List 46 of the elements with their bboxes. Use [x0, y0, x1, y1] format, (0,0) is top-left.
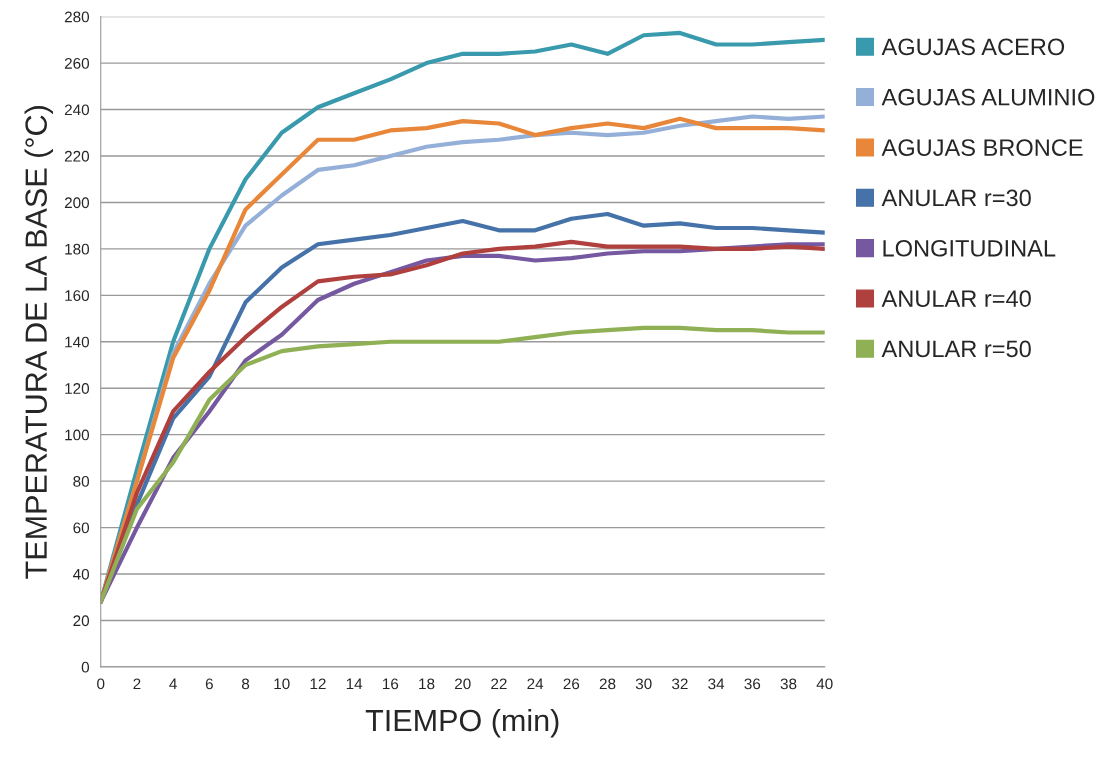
- y-tick-label: 0: [81, 661, 90, 673]
- x-tick-label: 22: [491, 678, 507, 690]
- y-tick-label: 40: [72, 568, 90, 580]
- x-tick-label: 20: [455, 678, 471, 690]
- y-tick-label: 180: [65, 243, 90, 255]
- x-tick-label: 32: [672, 678, 688, 690]
- x-tick-label: 6: [205, 678, 213, 690]
- x-tick-label: 8: [241, 678, 250, 690]
- legend-label: LONGITUDINAL: [883, 239, 1056, 257]
- y-tick-label: 240: [64, 104, 90, 116]
- line-series: [100, 325, 825, 604]
- legend-label: ANULAR r=40: [881, 290, 1031, 307]
- y-tick-label: 280: [64, 11, 90, 23]
- y-tick-label: 80: [73, 476, 90, 487]
- x-tick-label: 10: [274, 678, 290, 690]
- y-tick-label: 260: [64, 57, 90, 69]
- y-tick-label: 220: [64, 150, 90, 162]
- legend-label: AGUJAS ALUMINIO: [881, 88, 1095, 106]
- legend-label: ANULAR r=50: [881, 340, 1031, 358]
- y-tick-label: 160: [65, 290, 90, 302]
- y-tick-label: 60: [73, 522, 90, 534]
- x-tick-label: 26: [563, 678, 580, 690]
- x-tick-label: 2: [133, 678, 141, 690]
- x-tick-label: 40: [816, 678, 833, 690]
- x-tick-label: 4: [169, 678, 177, 690]
- y-tick-label: 100: [65, 429, 90, 441]
- y-tick-label: 20: [73, 615, 90, 627]
- x-tick-label: 36: [744, 678, 761, 690]
- x-tick-label: 28: [599, 678, 616, 690]
- x-tick-label: 12: [310, 678, 326, 690]
- y-tick-label: 140: [65, 336, 90, 348]
- x-tick-label: 14: [346, 678, 363, 690]
- y-tick-label: 200: [64, 197, 90, 209]
- x-tick-label: 0: [97, 678, 105, 690]
- legend-label: ANULAR r=30: [881, 189, 1031, 207]
- x-tick-label: 34: [708, 678, 725, 690]
- x-tick-label: 38: [780, 678, 797, 690]
- y-axis-title: TEMPERATURA DE LA BASE (°C): [24, 106, 54, 579]
- x-tick-label: 24: [527, 678, 544, 690]
- y-tick-label: 120: [65, 383, 90, 394]
- x-axis-title: TIEMPO (min): [365, 708, 559, 738]
- x-tick-label: 18: [419, 678, 435, 690]
- x-tick-label: 16: [383, 678, 399, 690]
- legend-label: AGUJAS BRONCE: [881, 139, 1083, 156]
- legend-label: AGUJAS ACERO: [881, 38, 1065, 56]
- x-tick-label: 30: [635, 678, 652, 690]
